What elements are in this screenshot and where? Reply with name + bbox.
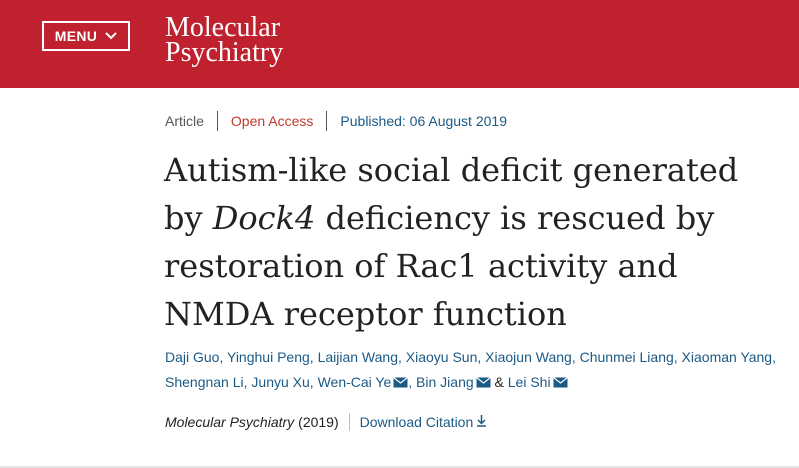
citation-divider bbox=[348, 413, 350, 431]
download-citation-link[interactable]: Download Citation bbox=[360, 414, 488, 430]
open-access-label: Open Access bbox=[230, 113, 314, 129]
author-link[interactable]: Daji Guo bbox=[165, 349, 220, 365]
author-link[interactable]: Xiaojun Wang bbox=[485, 349, 572, 365]
download-icon bbox=[476, 414, 487, 430]
published-date: Published: 06 August 2019 bbox=[340, 113, 507, 129]
title-gene-name: Dock4 bbox=[212, 199, 316, 237]
author-link[interactable]: Bin Jiang bbox=[416, 374, 474, 390]
article-meta: Article Open Access Published: 06 August… bbox=[165, 111, 507, 131]
citation-year: (2019) bbox=[298, 414, 339, 430]
logo-line-2: Psychiatry bbox=[165, 37, 284, 68]
chevron-down-icon bbox=[105, 32, 117, 40]
meta-divider bbox=[216, 111, 218, 131]
menu-button[interactable]: MENU bbox=[42, 21, 130, 51]
menu-label: MENU bbox=[54, 28, 98, 44]
author-link[interactable]: Lei Shi bbox=[507, 374, 551, 390]
author-list: Daji Guo, Yinghui Peng, Laijian Wang, Xi… bbox=[165, 345, 785, 396]
envelope-icon[interactable] bbox=[475, 371, 491, 396]
logo-line-1: Molecular bbox=[165, 12, 281, 43]
download-citation-label: Download Citation bbox=[359, 414, 474, 430]
author-link[interactable]: Wen-Cai Ye bbox=[317, 374, 392, 390]
title-part-1: Autism-like social deficit generated by bbox=[164, 151, 739, 237]
bottom-divider bbox=[0, 466, 799, 468]
article-title: Autism-like social deficit generated by … bbox=[164, 146, 774, 338]
author-link[interactable]: Yinghui Peng bbox=[227, 349, 310, 365]
site-header: MENU Molecular Psychiatry bbox=[0, 0, 799, 88]
journal-logo[interactable]: Molecular Psychiatry bbox=[165, 12, 284, 68]
title-part-2: deficiency is rescued by restoration of … bbox=[164, 199, 715, 333]
author-link[interactable]: Chunmei Liang bbox=[579, 349, 674, 365]
author-link[interactable]: Shengnan Li bbox=[165, 374, 244, 390]
author-link[interactable]: Xiaoman Yang bbox=[681, 349, 773, 365]
envelope-icon[interactable] bbox=[552, 371, 568, 396]
article-type: Article bbox=[165, 113, 204, 129]
citation-bar: Molecular Psychiatry (2019) Download Cit… bbox=[165, 413, 487, 431]
envelope-icon[interactable] bbox=[393, 371, 409, 396]
author-link[interactable]: Junyu Xu bbox=[251, 374, 310, 390]
author-link[interactable]: Laijian Wang bbox=[317, 349, 398, 365]
author-link[interactable]: Xiaoyu Sun bbox=[405, 349, 478, 365]
meta-divider bbox=[326, 111, 328, 131]
citation-journal: Molecular Psychiatry bbox=[165, 414, 295, 430]
author-conjunction: & bbox=[494, 374, 504, 390]
